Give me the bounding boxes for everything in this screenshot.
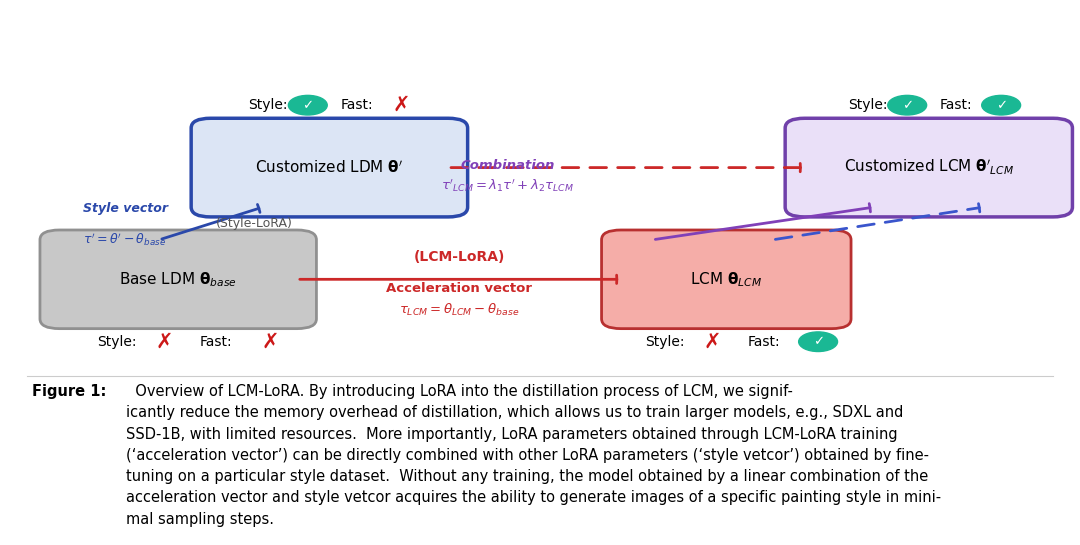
Text: Overview of LCM-LoRA. By introducing LoRA into the distillation process of LCM, : Overview of LCM-LoRA. By introducing LoR… — [125, 384, 941, 526]
Text: Customized LCM $\mathbf{\theta}'_{LCM}$: Customized LCM $\mathbf{\theta}'_{LCM}$ — [843, 158, 1014, 177]
Text: ✓: ✓ — [996, 99, 1007, 112]
Circle shape — [888, 95, 927, 115]
Text: Base LDM $\mathbf{\theta}_{base}$: Base LDM $\mathbf{\theta}_{base}$ — [119, 270, 238, 289]
Text: Style:: Style: — [248, 98, 288, 112]
Text: ✗: ✗ — [156, 332, 173, 352]
Text: ✓: ✓ — [302, 99, 313, 112]
Circle shape — [288, 95, 327, 115]
Text: (LCM-LoRA): (LCM-LoRA) — [414, 250, 504, 264]
FancyBboxPatch shape — [191, 118, 468, 217]
Text: Fast:: Fast: — [340, 98, 373, 112]
Text: Fast:: Fast: — [940, 98, 972, 112]
Text: Acceleration vector: Acceleration vector — [386, 282, 532, 295]
Text: ✓: ✓ — [812, 335, 824, 348]
Text: Style:: Style: — [97, 335, 137, 349]
Text: Figure 1:: Figure 1: — [32, 384, 107, 399]
Text: Style vector: Style vector — [83, 202, 168, 215]
Text: ✗: ✗ — [393, 95, 410, 115]
FancyBboxPatch shape — [602, 230, 851, 329]
Text: ✓: ✓ — [902, 99, 913, 112]
Text: $\tau_{LCM} = \theta_{LCM} - \theta_{base}$: $\tau_{LCM} = \theta_{LCM} - \theta_{bas… — [399, 302, 519, 318]
Text: ✗: ✗ — [703, 332, 721, 352]
Text: Style:: Style: — [848, 98, 888, 112]
FancyBboxPatch shape — [40, 230, 316, 329]
Text: Fast:: Fast: — [747, 335, 781, 349]
Text: Fast:: Fast: — [200, 335, 232, 349]
FancyBboxPatch shape — [785, 118, 1072, 217]
Circle shape — [798, 332, 838, 352]
Text: Customized LDM $\mathbf{\theta}'$: Customized LDM $\mathbf{\theta}'$ — [255, 159, 404, 176]
Text: LCM $\mathbf{\theta}_{LCM}$: LCM $\mathbf{\theta}_{LCM}$ — [690, 270, 762, 289]
Text: $\tau' = \theta' - \theta_{base}$: $\tau' = \theta' - \theta_{base}$ — [83, 232, 166, 248]
Text: (Style-LoRA): (Style-LoRA) — [216, 217, 293, 230]
Text: $\tau'_{LCM} = \lambda_1\tau' + \lambda_2\tau_{LCM}$: $\tau'_{LCM} = \lambda_1\tau' + \lambda_… — [441, 177, 575, 193]
Text: Combination: Combination — [460, 159, 555, 172]
Circle shape — [982, 95, 1021, 115]
Text: ✗: ✗ — [261, 332, 279, 352]
Text: Style:: Style: — [646, 335, 685, 349]
